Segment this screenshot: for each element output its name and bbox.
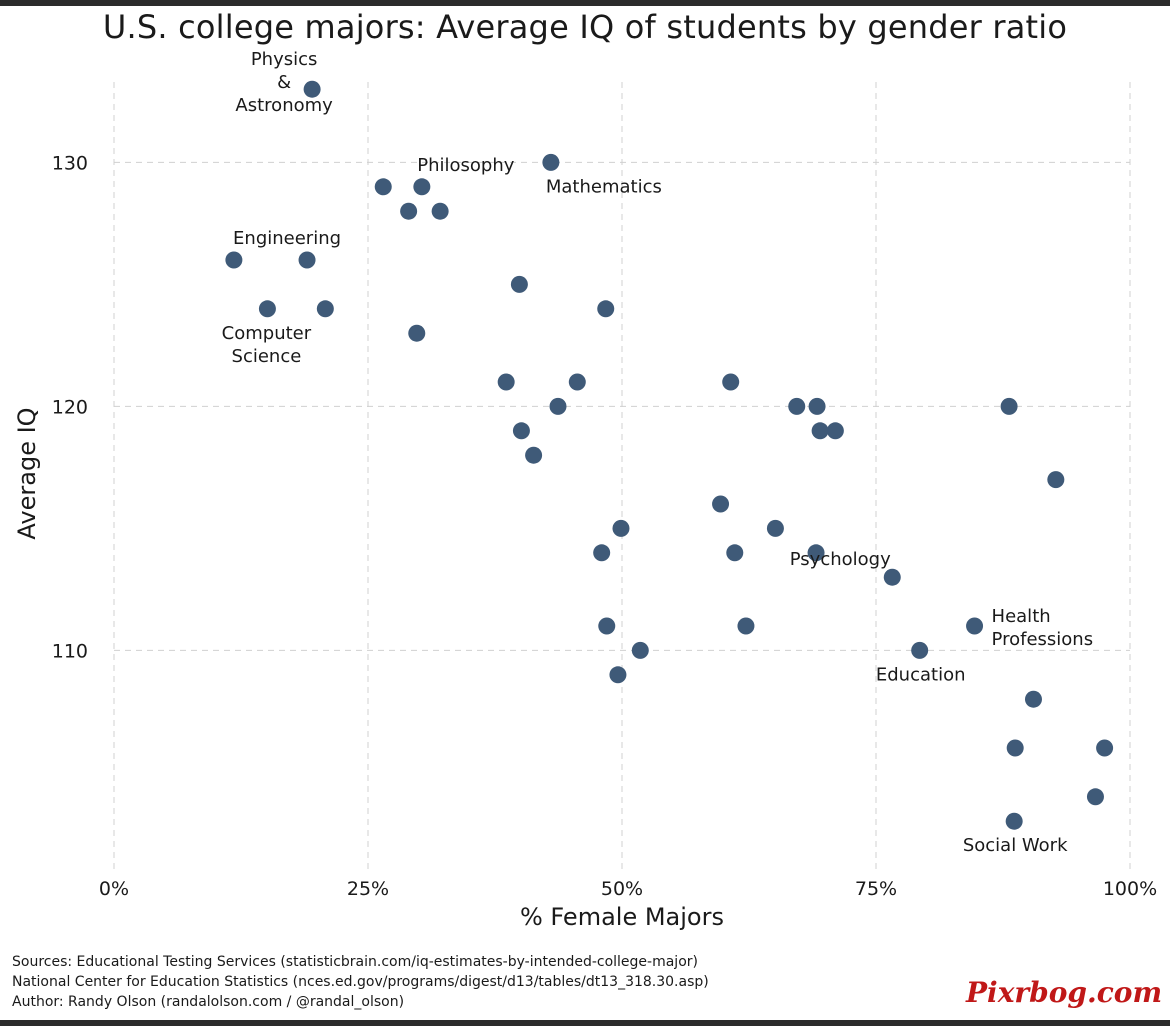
data-point	[883, 568, 901, 586]
data-point	[400, 202, 418, 220]
data-point	[512, 422, 530, 440]
data-point	[298, 251, 316, 269]
x-tick-label: 25%	[347, 878, 389, 900]
data-point	[1024, 690, 1042, 708]
watermark-logo: Pixrbog.com	[966, 976, 1163, 1009]
data-point	[510, 275, 528, 293]
data-point	[258, 300, 276, 318]
data-point	[826, 422, 844, 440]
x-axis-label: % Female Majors	[520, 903, 724, 931]
data-point	[1006, 739, 1024, 757]
x-tick-label: 50%	[601, 878, 643, 900]
data-point	[631, 641, 649, 659]
point-annotation: Mathematics	[546, 176, 662, 197]
point-annotation: Computer	[222, 323, 312, 344]
y-tick-label: 130	[52, 152, 88, 174]
point-layer	[225, 80, 1114, 830]
point-annotation: Engineering	[233, 228, 341, 249]
data-point	[1000, 397, 1018, 415]
data-point	[303, 80, 321, 98]
data-point	[737, 617, 755, 635]
data-point	[597, 300, 615, 318]
data-point	[726, 544, 744, 562]
data-point	[497, 373, 515, 391]
data-point	[568, 373, 586, 391]
data-point	[431, 202, 449, 220]
point-annotation: Philosophy	[417, 155, 515, 176]
point-annotation: Psychology	[790, 549, 891, 570]
data-point	[542, 153, 560, 171]
data-point	[593, 544, 611, 562]
point-annotation: Education	[876, 664, 966, 685]
axis-label-layer: % Female Majors Average IQ	[13, 407, 724, 931]
y-axis-label: Average IQ	[13, 407, 41, 539]
data-point	[549, 397, 567, 415]
data-point	[808, 397, 826, 415]
point-annotation: Social Work	[963, 835, 1068, 856]
point-annotation: Physics	[251, 49, 318, 70]
data-point	[811, 422, 829, 440]
data-point	[374, 178, 392, 196]
grid-layer	[113, 82, 1131, 870]
x-tick-label: 75%	[855, 878, 897, 900]
chart-title: U.S. college majors: Average IQ of stude…	[102, 8, 1068, 46]
frame-top-border	[0, 0, 1170, 6]
x-tick-label: 0%	[99, 878, 129, 900]
data-point	[225, 251, 243, 269]
data-point	[788, 397, 806, 415]
frame-bottom-border	[0, 1020, 1170, 1026]
data-point	[1005, 812, 1023, 830]
source-line-2: National Center for Education Statistics…	[12, 974, 709, 990]
data-point	[525, 446, 543, 464]
data-point	[609, 666, 627, 684]
y-tick-label: 110	[52, 640, 88, 662]
point-annotation: Health	[992, 606, 1051, 627]
x-tick-label: 100%	[1103, 878, 1157, 900]
data-point	[966, 617, 984, 635]
y-tick-label: 120	[52, 396, 88, 418]
point-annotation: Science	[232, 346, 302, 367]
annotation-layer: Physics&Astronomy Philosophy Mathematics En…	[222, 49, 1093, 856]
point-annotation: Astronomy	[235, 95, 333, 116]
data-point	[722, 373, 740, 391]
data-point	[612, 519, 630, 537]
data-point	[1096, 739, 1114, 757]
point-annotation: Professions	[992, 629, 1094, 650]
data-point	[1086, 788, 1104, 806]
data-point	[408, 324, 426, 342]
data-point	[712, 495, 730, 513]
data-point	[413, 178, 431, 196]
data-point	[316, 300, 334, 318]
data-point	[598, 617, 616, 635]
data-point	[911, 641, 929, 659]
source-line-1: Sources: Educational Testing Services (s…	[12, 954, 698, 970]
point-annotation: &	[277, 72, 291, 93]
tick-label-layer: 0% 25% 50% 75% 100% 110 120 130	[52, 152, 1157, 900]
data-point	[1047, 471, 1065, 489]
sources-block: Sources: Educational Testing Services (s…	[12, 952, 709, 1012]
data-point	[766, 519, 784, 537]
author-line: Author: Randy Olson (randalolson.com / @…	[12, 994, 405, 1010]
data-point	[807, 544, 825, 562]
